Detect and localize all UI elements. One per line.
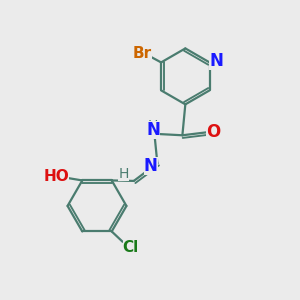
- Text: N: N: [146, 121, 160, 139]
- Text: H: H: [118, 167, 129, 182]
- Text: N: N: [144, 157, 158, 175]
- Text: O: O: [206, 123, 220, 141]
- Text: HO: HO: [44, 169, 69, 184]
- Text: N: N: [209, 52, 223, 70]
- Text: Br: Br: [133, 46, 152, 61]
- Text: Cl: Cl: [123, 240, 139, 255]
- Text: H: H: [148, 118, 158, 133]
